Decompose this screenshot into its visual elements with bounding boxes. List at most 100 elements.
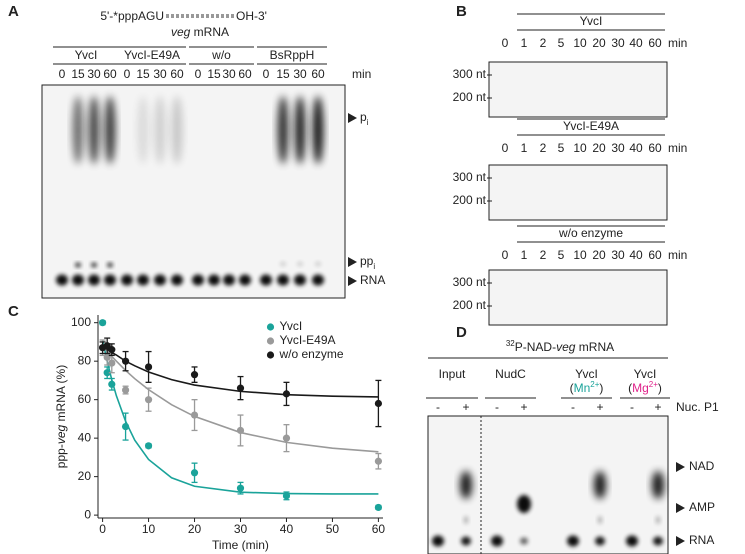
sign-label: - <box>630 400 634 414</box>
construct-name-part: veg <box>171 25 191 39</box>
data-point <box>144 396 153 404</box>
time-label: 30 <box>611 141 625 155</box>
y-tick-label: 60 <box>78 392 92 406</box>
construct-name: veg mRNA <box>171 25 229 39</box>
sign-label: - <box>436 400 440 414</box>
marker-label-part: i <box>367 118 369 127</box>
sign-label: - <box>495 400 499 414</box>
gel-spot <box>520 537 528 545</box>
ion-label: (Mg2+) <box>628 380 662 396</box>
ion-label-part: ( <box>570 381 574 395</box>
gel-spot <box>91 262 97 268</box>
time-label: 0 <box>502 36 509 50</box>
ion-label-part: 2+ <box>590 380 599 389</box>
ion-label-part: Mg <box>632 381 649 395</box>
group-label: Input <box>439 367 466 381</box>
sign-label: + <box>654 400 661 414</box>
time-label: 30 <box>222 67 236 81</box>
gel-spot <box>297 261 303 267</box>
data-point <box>374 457 383 465</box>
ion-label-part: ) <box>599 381 603 395</box>
size-label: 200 nt <box>453 90 487 104</box>
gel-spot <box>107 262 113 268</box>
data-point <box>236 484 245 492</box>
gel-spot <box>137 274 149 286</box>
gel-spot <box>655 516 661 524</box>
group-label: YvcI <box>75 48 98 62</box>
ion-label-part: 2+ <box>649 380 658 389</box>
size-label: 300 nt <box>453 67 487 81</box>
time-label: 0 <box>502 141 509 155</box>
gel-spot <box>56 274 68 286</box>
data-point <box>374 399 383 408</box>
gel <box>488 61 668 118</box>
gel-spot <box>171 274 183 286</box>
unit-label: min <box>668 36 687 50</box>
size-label: 300 nt <box>453 170 487 184</box>
x-tick-label: 50 <box>326 522 340 536</box>
gel-spot <box>652 471 664 499</box>
panel-label: D <box>456 324 467 341</box>
panel-label: C <box>8 303 19 320</box>
time-label: 5 <box>558 248 565 262</box>
marker-label: pi <box>360 110 369 126</box>
gel-spot <box>595 536 605 546</box>
gel-spot <box>294 274 306 286</box>
time-label: 2 <box>540 141 547 155</box>
time-label: 0 <box>124 67 131 81</box>
gel-spot <box>208 274 220 286</box>
data-point <box>282 492 291 500</box>
time-label: 15 <box>136 67 150 81</box>
marker-label-part: i <box>373 262 375 271</box>
gel-spot <box>312 96 324 164</box>
time-label: 40 <box>629 141 643 155</box>
gel-spot <box>154 96 166 164</box>
unit-label: min <box>668 248 687 262</box>
gel-spot <box>192 274 204 286</box>
gel-spot <box>239 274 251 286</box>
gel-spot <box>72 96 84 164</box>
time-label: 60 <box>648 248 662 262</box>
sign-label: - <box>571 400 575 414</box>
data-point <box>190 469 199 477</box>
size-label: 200 nt <box>453 193 487 207</box>
panel-d-title-part: mRNA <box>575 340 614 354</box>
x-tick-label: 10 <box>142 522 156 536</box>
gel <box>488 164 668 221</box>
time-label: 2 <box>540 248 547 262</box>
gel-spot <box>277 274 289 286</box>
legend-label: w/o enzyme <box>279 347 344 361</box>
ion-label-part: ( <box>628 381 632 395</box>
time-label: 60 <box>238 67 252 81</box>
gel-spot <box>154 274 166 286</box>
time-label: 10 <box>573 248 587 262</box>
time-label: 0 <box>502 248 509 262</box>
gel-spot <box>653 536 663 546</box>
time-label: 1 <box>521 36 528 50</box>
time-label: 60 <box>648 141 662 155</box>
time-label: 1 <box>521 248 528 262</box>
group-label: w/o enzyme <box>558 226 623 240</box>
construct-5prime: 5'-*pppAGU <box>100 9 164 23</box>
gel-spot <box>88 96 100 164</box>
gel-spot <box>75 262 81 268</box>
sign-label: + <box>520 400 527 414</box>
time-label: 60 <box>311 67 325 81</box>
ion-label: (Mn2+) <box>570 380 604 396</box>
data-point <box>190 371 199 379</box>
marker-label: ppi <box>360 254 375 270</box>
sign-label: + <box>596 400 603 414</box>
time-label: 15 <box>71 67 85 81</box>
gel-spot <box>137 96 149 164</box>
time-label: 0 <box>59 67 66 81</box>
gel-spot <box>280 261 286 267</box>
size-label: 200 nt <box>453 298 487 312</box>
arrow-head <box>676 503 685 513</box>
time-label: 15 <box>276 67 290 81</box>
gel-spot <box>463 516 469 524</box>
time-label: 15 <box>207 67 221 81</box>
gel-spot <box>104 274 116 286</box>
time-label: 5 <box>558 36 565 50</box>
time-label: 60 <box>648 36 662 50</box>
time-label: 20 <box>592 36 606 50</box>
